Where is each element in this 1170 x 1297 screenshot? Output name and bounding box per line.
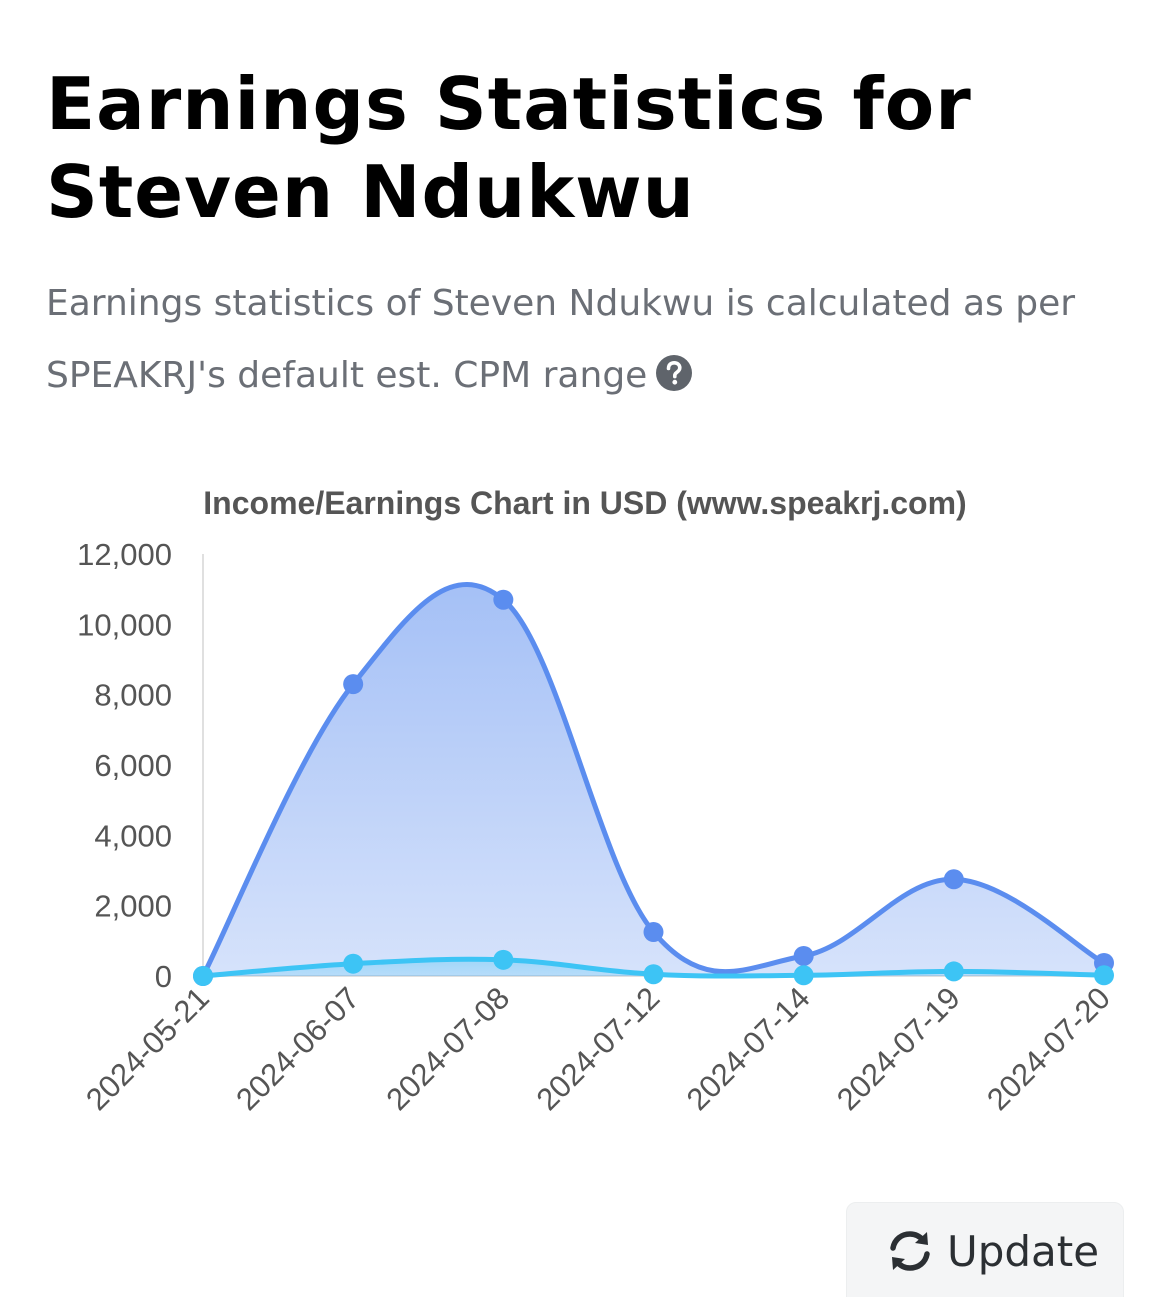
x-tick-label: 2024-07-08 (379, 980, 516, 1117)
series-low-point[interactable] (1094, 965, 1114, 986)
y-tick-label: 2,000 (94, 889, 172, 924)
series-low-point[interactable] (943, 961, 964, 982)
series-high-point[interactable] (343, 674, 364, 695)
x-tick-label: 2024-07-19 (830, 980, 967, 1117)
y-tick-label: 8,000 (94, 678, 172, 713)
series-low-point[interactable] (493, 949, 514, 970)
x-tick-label: 2024-07-14 (680, 980, 817, 1117)
x-tick-label: 2024-05-21 (79, 980, 216, 1117)
y-tick-label: 4,000 (94, 818, 172, 853)
subtitle-text: Earnings statistics of Steven Ndukwu is … (46, 283, 1076, 396)
x-tick-label: 2024-07-20 (980, 980, 1117, 1117)
y-tick-label: 6,000 (94, 748, 172, 783)
update-button[interactable]: Update (846, 1202, 1124, 1297)
series-high-line (200, 582, 1106, 978)
page-title: Earnings Statistics for Steven Ndukwu (46, 62, 972, 234)
refresh-icon (890, 1231, 930, 1271)
x-axis-labels: 2024-05-21 2024-06-07 2024-07-08 2024-07-12… (79, 980, 1117, 1117)
series-high-point[interactable] (943, 869, 964, 890)
x-tick-label: 2024-06-07 (229, 980, 366, 1117)
update-label: Update (947, 1226, 1100, 1276)
y-tick-label: 12,000 (77, 537, 172, 572)
series-low-point[interactable] (343, 953, 364, 974)
chart-svg: Income/Earnings Chart in USD (www.speakr… (77, 485, 1117, 1117)
series-low-point[interactable] (793, 965, 814, 986)
page-subtitle: Earnings statistics of Steven Ndukwu is … (46, 268, 1136, 412)
y-axis-labels: 0 2,000 4,000 6,000 8,000 10,000 12,000 (77, 537, 172, 994)
series-layer (193, 582, 1114, 986)
series-high-area (203, 584, 1104, 976)
series-low-point[interactable] (643, 964, 664, 985)
y-tick-label: 0 (155, 959, 172, 994)
earnings-chart: Income/Earnings Chart in USD (www.speakr… (0, 470, 1170, 1170)
series-low-area (203, 959, 1104, 976)
question-circle-icon[interactable] (655, 354, 693, 392)
series-high-point[interactable] (793, 945, 814, 966)
series-high-point[interactable] (493, 589, 514, 610)
chart-title: Income/Earnings Chart in USD (www.speakr… (203, 485, 966, 521)
x-tick-label: 2024-07-12 (530, 980, 667, 1117)
series-high-point[interactable] (643, 922, 664, 943)
y-tick-label: 10,000 (77, 607, 172, 642)
series-low-point[interactable] (193, 966, 213, 986)
